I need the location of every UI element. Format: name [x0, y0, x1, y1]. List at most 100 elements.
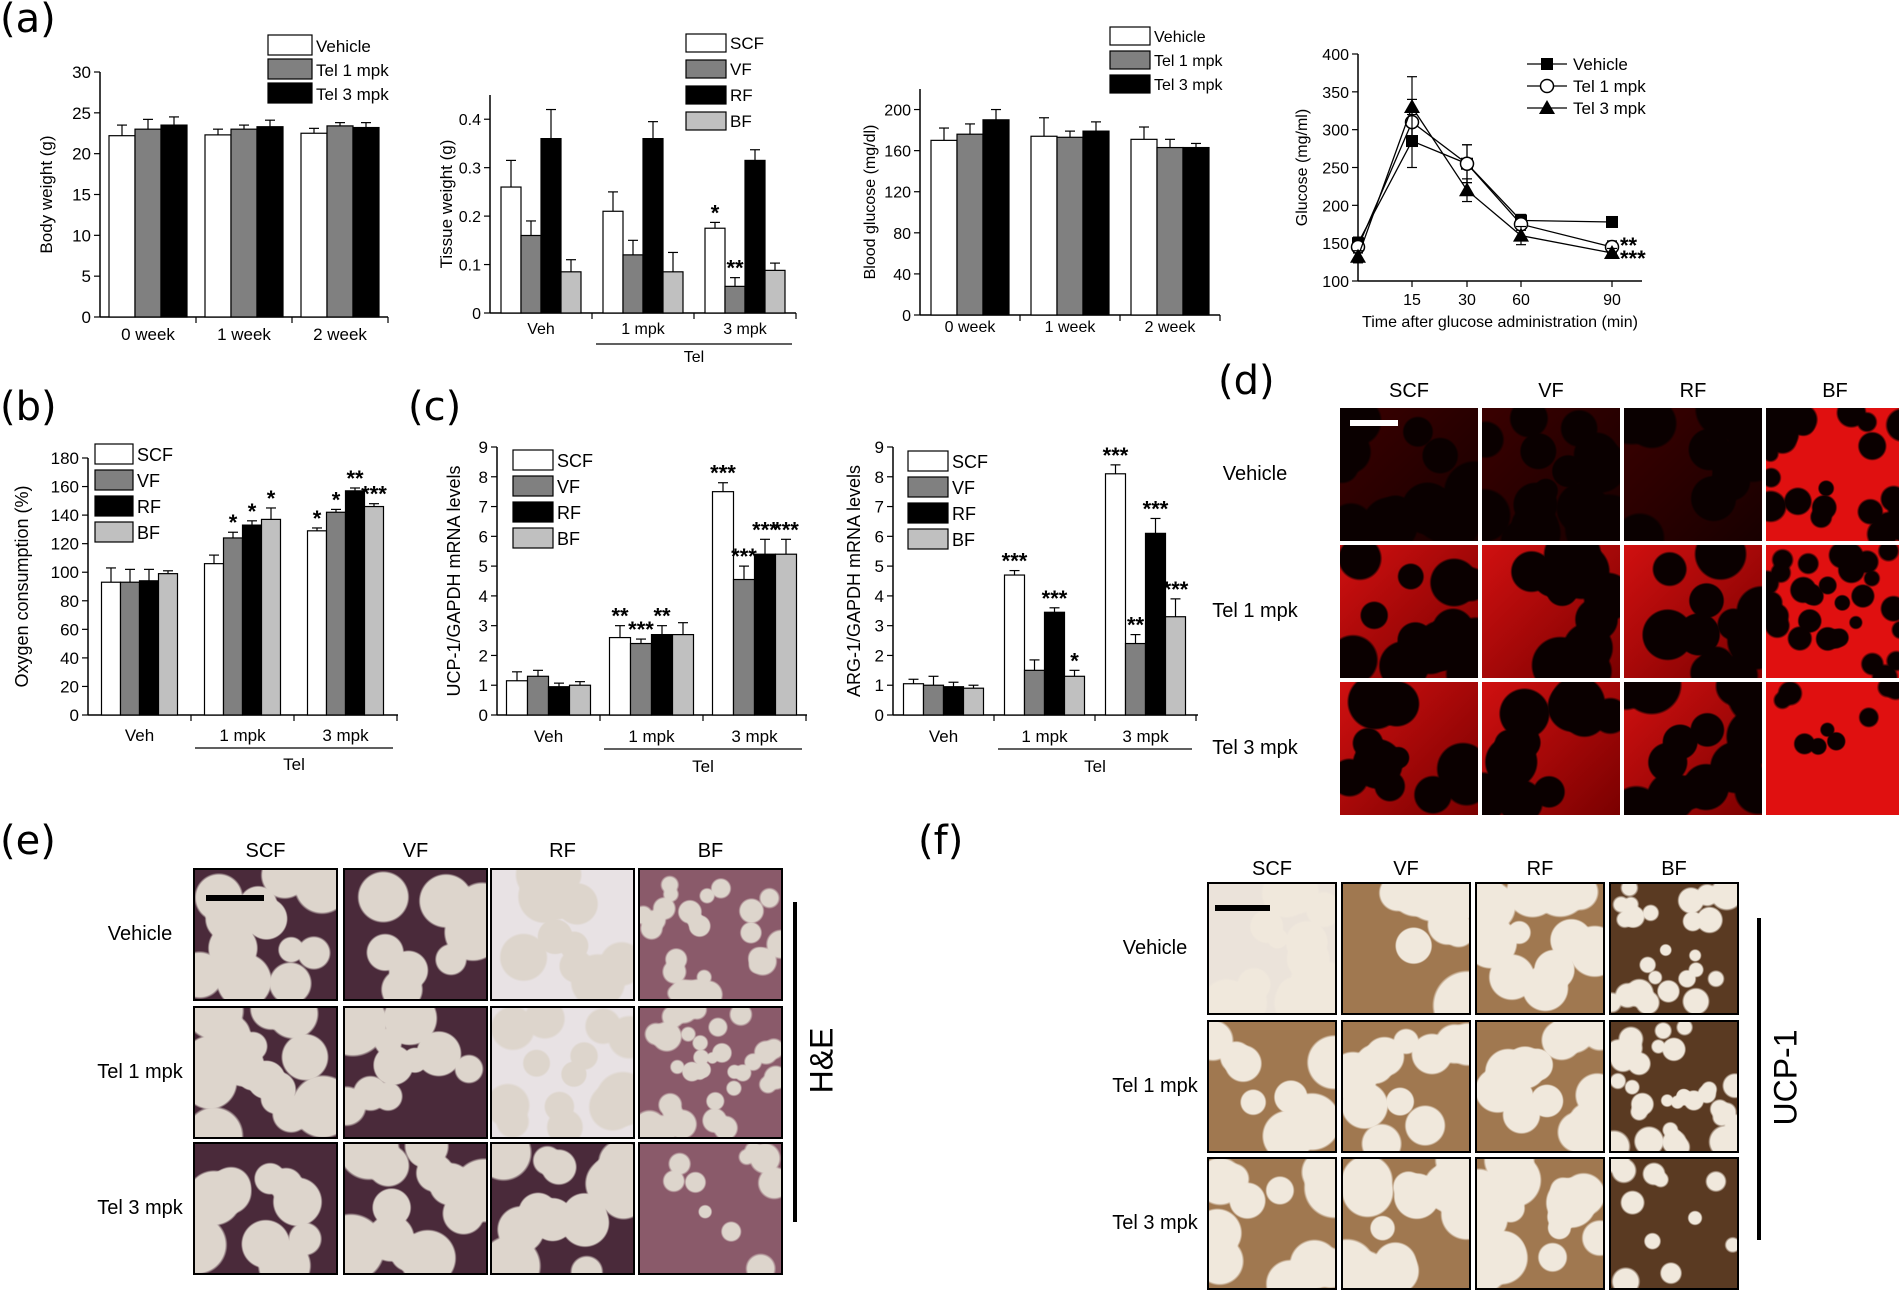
micrograph-e-0-3	[638, 868, 783, 1001]
bar	[300, 132, 328, 318]
significance-star: *	[229, 510, 238, 535]
legend-swatch	[94, 521, 134, 543]
micrograph-d-1-2	[1624, 545, 1762, 678]
significance-star: **	[1127, 613, 1145, 638]
column-label: VF	[1538, 380, 1564, 402]
bar	[325, 511, 347, 716]
bar	[526, 675, 550, 716]
bar	[560, 271, 582, 314]
micrograph-e-0-2	[490, 868, 635, 1001]
micrograph-f-1-2	[1475, 1020, 1605, 1153]
category-label: 3 mpk	[322, 726, 369, 745]
panel-letter-b: (b)	[0, 384, 57, 430]
significance-star: *	[711, 200, 720, 225]
category-label: Veh	[125, 726, 154, 745]
legend-label: SCF	[137, 445, 173, 465]
y-tick-label: 80	[60, 592, 79, 611]
legend-label: Tel 1 mpk	[1154, 53, 1223, 70]
micrograph-d-0-3	[1766, 408, 1899, 541]
legend-label: BF	[952, 530, 975, 550]
legend-swatch	[512, 527, 554, 549]
y-tick-label: 40	[893, 267, 911, 284]
y-tick-label: 5	[479, 557, 488, 576]
y-axis-label: UCP-1/GAPDH mRNA levels	[444, 465, 464, 696]
scale-bar	[206, 895, 264, 901]
bar	[962, 687, 985, 716]
bar	[1182, 146, 1210, 316]
significance-star: *	[332, 487, 341, 512]
y-tick-label: 10	[72, 226, 91, 245]
legend-label: BF	[730, 112, 752, 131]
y-tick-label: 100	[51, 563, 79, 582]
x-tick-label: 15	[1403, 292, 1421, 309]
category-label: 3 mpk	[731, 727, 778, 746]
bar	[662, 271, 684, 314]
bar	[902, 683, 925, 716]
bar	[982, 119, 1010, 316]
y-tick-label: 3	[479, 617, 488, 636]
micrograph-d-1-1	[1482, 545, 1620, 678]
significance-star: *	[313, 506, 322, 531]
legend-label: Tel 3 mpk	[316, 85, 389, 104]
legend-label: SCF	[730, 34, 764, 53]
legend-label: RF	[730, 86, 753, 105]
y-tick-label: 200	[884, 103, 911, 120]
legend-label: SCF	[557, 451, 593, 471]
y-axis-label: Oxygen consumption (%)	[12, 485, 32, 687]
y-tick-label: 0	[472, 306, 481, 323]
bar	[1104, 473, 1127, 716]
significance-star: *	[267, 486, 276, 511]
legend-swatch	[267, 82, 313, 104]
y-tick-label: 0	[70, 706, 79, 725]
bar	[650, 633, 674, 716]
bar	[1043, 611, 1066, 716]
y-tick-label: 0	[479, 706, 488, 725]
legend-label: Tel 1 mpk	[316, 61, 389, 80]
micrograph-d-0-2	[1624, 408, 1762, 541]
micrograph-d-1-0	[1340, 545, 1478, 678]
bar	[344, 490, 366, 716]
bar	[352, 126, 380, 318]
bar	[1164, 616, 1187, 716]
legend-label: Vehicle	[1154, 29, 1206, 46]
y-tick-label: 25	[72, 104, 91, 123]
bar	[1124, 642, 1147, 716]
legend-label: BF	[557, 529, 580, 549]
bar	[671, 633, 695, 716]
micrograph-e-2-2	[490, 1142, 635, 1275]
series-line	[1357, 140, 1613, 244]
y-axis-label: Tissue weight (g)	[437, 140, 456, 269]
micrograph-e-2-1	[343, 1142, 488, 1275]
significance-star: ***	[628, 617, 654, 642]
group-label: Tel	[692, 757, 714, 776]
x-tick-label: 30	[1458, 292, 1476, 309]
significance-star: **	[346, 466, 364, 491]
bar	[774, 553, 798, 716]
legend-label: RF	[952, 504, 976, 524]
bar	[100, 581, 122, 716]
significance-star: ***	[1042, 586, 1068, 611]
micrograph-e-2-3	[638, 1142, 783, 1275]
legend-swatch	[512, 475, 554, 497]
y-tick-label: 0	[875, 706, 884, 725]
bar	[744, 159, 766, 314]
significance-star: ***	[1163, 577, 1189, 602]
category-label: 2 week	[313, 325, 367, 344]
legend-swatch	[685, 59, 727, 79]
y-tick-label: 4	[479, 587, 488, 606]
row-label: Tel 1 mpk	[97, 1060, 183, 1083]
micrograph-f-2-1	[1341, 1157, 1471, 1290]
panel-letter-e: (e)	[0, 818, 56, 864]
panel-letter-f: (f)	[918, 818, 964, 864]
legend-swatch	[94, 495, 134, 517]
row-label: Tel 3 mpk	[97, 1196, 183, 1219]
category-label: 1 mpk	[621, 321, 666, 338]
y-axis-label: Glucose (mg/ml)	[1294, 109, 1311, 226]
y-tick-label: 8	[875, 468, 884, 487]
bar	[629, 642, 653, 716]
legend-label: Tel 1 mpk	[1573, 77, 1646, 96]
micrograph-d-2-0	[1340, 682, 1478, 815]
side-label: H&E	[803, 1027, 840, 1094]
data-point	[1604, 245, 1620, 260]
